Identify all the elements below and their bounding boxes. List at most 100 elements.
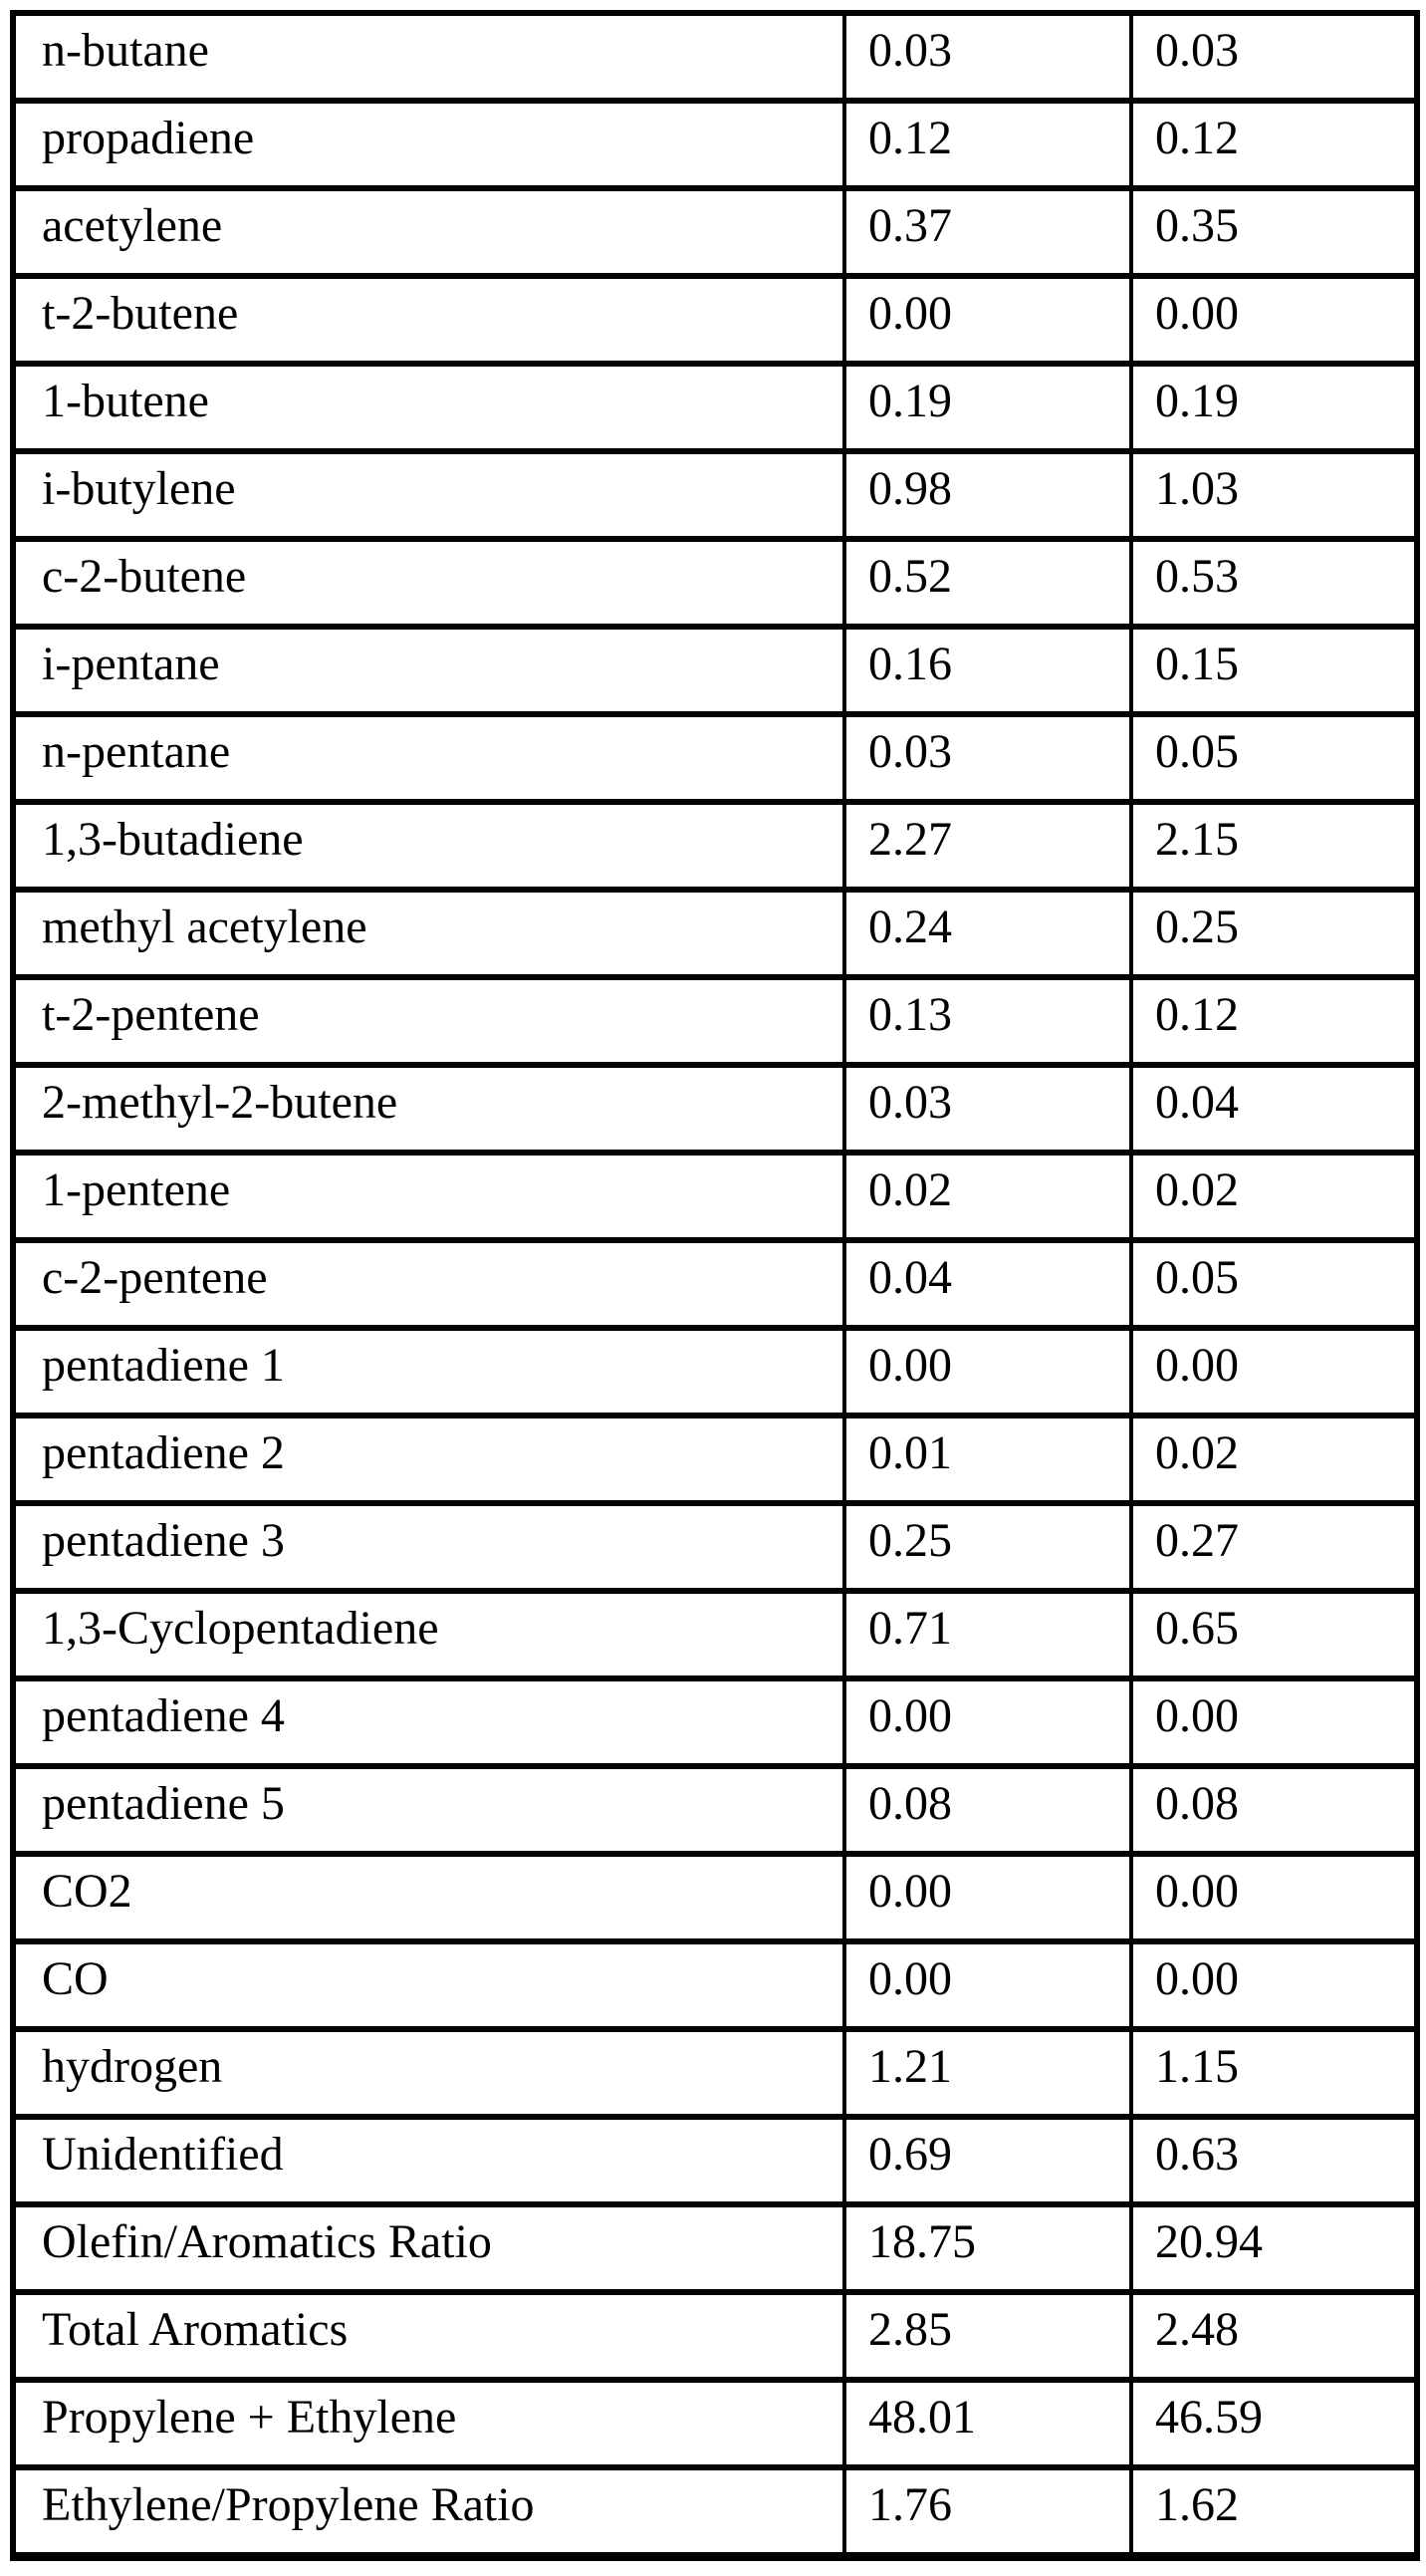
value-2-cell: 20.94 [1129,2201,1417,2292]
table-row: n-pentane 0.03 0.05 [11,711,1417,802]
composition-table-body: n-butane 0.03 0.03 propadiene 0.12 0.12 … [11,10,1417,2557]
component-name-cell: c-2-butene [11,536,844,627]
table-row: propadiene 0.12 0.12 [11,98,1417,188]
value-1-cell: 0.03 [842,711,1131,802]
value-2-cell: 0.00 [1129,1851,1417,1941]
value-2-cell: 1.03 [1129,448,1417,539]
value-1-cell: 2.85 [842,2289,1131,2380]
value-2-cell: 0.12 [1129,98,1417,188]
value-2-cell: 1.15 [1129,2026,1417,2117]
table-row: pentadiene 2 0.01 0.02 [11,1413,1417,1503]
table-row: c-2-butene 0.52 0.53 [11,536,1417,627]
value-1-cell: 0.02 [842,1150,1131,1240]
component-name-cell: CO2 [11,1851,844,1941]
value-1-cell: 1.21 [842,2026,1131,2117]
component-name-cell: i-pentane [11,624,844,714]
table-row: methyl acetylene 0.24 0.25 [11,887,1417,977]
table-row: hydrogen 1.21 1.15 [11,2026,1417,2117]
component-name-cell: Olefin/Aromatics Ratio [11,2201,844,2292]
table-row: Unidentified 0.69 0.63 [11,2114,1417,2204]
table-row: n-butane 0.03 0.03 [11,10,1417,101]
component-name-cell: n-butane [11,10,844,101]
value-1-cell: 18.75 [842,2201,1131,2292]
value-2-cell: 0.25 [1129,887,1417,977]
value-2-cell: 0.04 [1129,1062,1417,1153]
component-name-cell: Unidentified [11,2114,844,2204]
value-1-cell: 0.37 [842,185,1131,276]
value-2-cell: 46.59 [1129,2377,1417,2467]
component-name-cell: pentadiene 5 [11,1763,844,1854]
value-2-cell: 0.35 [1129,185,1417,276]
table-row: 2-methyl-2-butene 0.03 0.04 [11,1062,1417,1153]
table-row: Ethylene/Propylene Ratio 1.76 1.62 [11,2464,1417,2557]
component-name-cell: 1-pentene [11,1150,844,1240]
value-2-cell: 0.05 [1129,711,1417,802]
value-2-cell: 0.15 [1129,624,1417,714]
component-name-cell: methyl acetylene [11,887,844,977]
table-row: t-2-pentene 0.13 0.12 [11,974,1417,1065]
table-row: acetylene 0.37 0.35 [11,185,1417,276]
value-2-cell: 0.00 [1129,1675,1417,1766]
value-1-cell: 2.27 [842,799,1131,890]
table-row: 1-butene 0.19 0.19 [11,361,1417,451]
value-1-cell: 0.24 [842,887,1131,977]
component-name-cell: t-2-pentene [11,974,844,1065]
value-1-cell: 0.71 [842,1588,1131,1678]
table-row: pentadiene 4 0.00 0.00 [11,1675,1417,1766]
table-row: Olefin/Aromatics Ratio 18.75 20.94 [11,2201,1417,2292]
component-name-cell: pentadiene 1 [11,1325,844,1416]
value-1-cell: 0.03 [842,1062,1131,1153]
table-row: i-pentane 0.16 0.15 [11,624,1417,714]
table-row: pentadiene 5 0.08 0.08 [11,1763,1417,1854]
value-1-cell: 0.00 [842,1938,1131,2029]
value-2-cell: 0.03 [1129,10,1417,101]
component-name-cell: i-butylene [11,448,844,539]
table-row: pentadiene 3 0.25 0.27 [11,1500,1417,1591]
value-2-cell: 0.02 [1129,1413,1417,1503]
value-1-cell: 0.00 [842,1851,1131,1941]
component-name-cell: CO [11,1938,844,2029]
table-row: Propylene + Ethylene 48.01 46.59 [11,2377,1417,2467]
component-name-cell: pentadiene 2 [11,1413,844,1503]
value-1-cell: 0.13 [842,974,1131,1065]
component-name-cell: 1,3-Cyclopentadiene [11,1588,844,1678]
component-name-cell: Propylene + Ethylene [11,2377,844,2467]
value-2-cell: 0.05 [1129,1237,1417,1328]
value-2-cell: 0.27 [1129,1500,1417,1591]
value-1-cell: 0.03 [842,10,1131,101]
value-1-cell: 0.00 [842,1325,1131,1416]
table-row: Total Aromatics 2.85 2.48 [11,2289,1417,2380]
value-1-cell: 48.01 [842,2377,1131,2467]
value-1-cell: 0.00 [842,1675,1131,1766]
table-row: 1,3-Cyclopentadiene 0.71 0.65 [11,1588,1417,1678]
table-row: c-2-pentene 0.04 0.05 [11,1237,1417,1328]
value-1-cell: 0.00 [842,273,1131,364]
table-row: pentadiene 1 0.00 0.00 [11,1325,1417,1416]
value-2-cell: 0.53 [1129,536,1417,627]
value-2-cell: 0.63 [1129,2114,1417,2204]
component-name-cell: 2-methyl-2-butene [11,1062,844,1153]
value-2-cell: 0.00 [1129,1325,1417,1416]
value-2-cell: 0.08 [1129,1763,1417,1854]
value-2-cell: 0.19 [1129,361,1417,451]
value-2-cell: 0.12 [1129,974,1417,1065]
table-row: t-2-butene 0.00 0.00 [11,273,1417,364]
component-name-cell: c-2-pentene [11,1237,844,1328]
table-row: CO2 0.00 0.00 [11,1851,1417,1941]
value-1-cell: 0.19 [842,361,1131,451]
value-2-cell: 0.00 [1129,1938,1417,2029]
component-name-cell: 1,3-butadiene [11,799,844,890]
table-row: CO 0.00 0.00 [11,1938,1417,2029]
value-1-cell: 0.04 [842,1237,1131,1328]
value-1-cell: 0.52 [842,536,1131,627]
component-name-cell: t-2-butene [11,273,844,364]
value-1-cell: 0.12 [842,98,1131,188]
value-1-cell: 0.69 [842,2114,1131,2204]
value-1-cell: 0.98 [842,448,1131,539]
component-name-cell: n-pentane [11,711,844,802]
table-row: i-butylene 0.98 1.03 [11,448,1417,539]
component-name-cell: 1-butene [11,361,844,451]
component-name-cell: pentadiene 4 [11,1675,844,1766]
value-1-cell: 0.08 [842,1763,1131,1854]
